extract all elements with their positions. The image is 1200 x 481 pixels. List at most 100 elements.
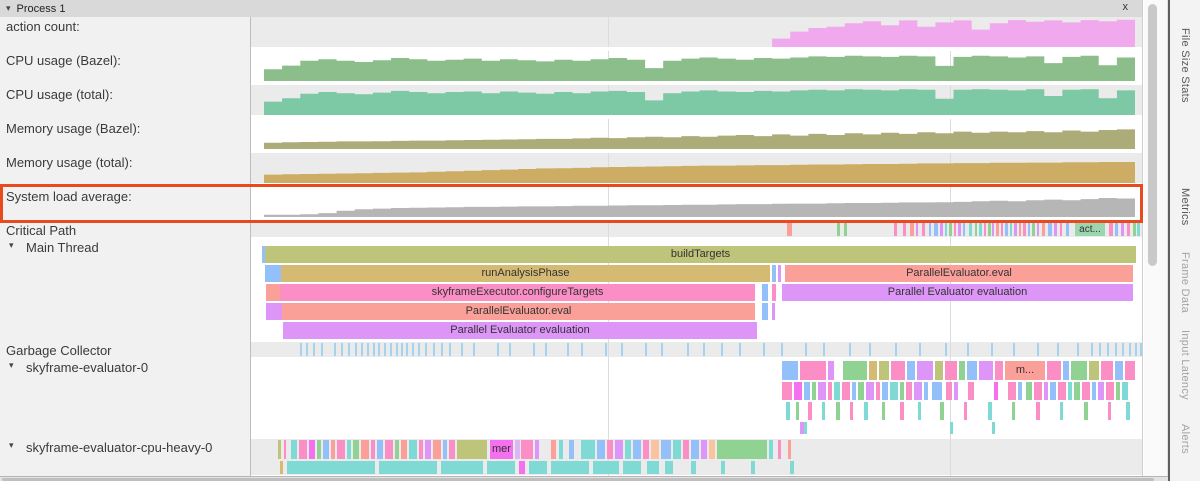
trace-slice[interactable]	[782, 382, 792, 400]
gc-tick[interactable]	[355, 343, 357, 356]
process-header[interactable]: ▾ Process 1 x	[0, 0, 1142, 18]
gc-tick[interactable]	[509, 343, 511, 356]
trace-tick[interactable]	[1137, 223, 1140, 236]
trace-slice[interactable]	[914, 382, 922, 400]
trace-slice[interactable]	[778, 265, 781, 282]
counter-track[interactable]	[251, 51, 1142, 85]
trace-slice[interactable]	[924, 382, 928, 400]
trace-slice[interactable]	[786, 402, 790, 420]
trace-slice[interactable]	[800, 422, 804, 434]
trace-slice[interactable]	[1125, 361, 1135, 380]
trace-slice[interactable]	[265, 265, 281, 282]
trace-slice[interactable]	[1026, 382, 1032, 400]
trace-tick[interactable]	[996, 223, 999, 236]
gc-tick[interactable]	[991, 343, 993, 356]
thread-track-skyframe-evaluator-0[interactable]: m...	[251, 358, 1142, 438]
trace-slice[interactable]	[772, 265, 776, 282]
gc-tick[interactable]	[1122, 343, 1124, 356]
gc-tick[interactable]	[473, 343, 475, 356]
trace-tick[interactable]	[1060, 223, 1062, 236]
gc-tick[interactable]	[449, 343, 451, 356]
counter-track[interactable]	[251, 153, 1142, 187]
trace-slice[interactable]	[551, 461, 589, 474]
trace-slice[interactable]	[1089, 361, 1099, 380]
trace-slice[interactable]	[900, 382, 904, 400]
gc-tick[interactable]	[805, 343, 807, 356]
gc-tick[interactable]	[433, 343, 435, 356]
trace-slice[interactable]: skyframeExecutor.configureTargets	[280, 284, 755, 301]
gc-tick[interactable]	[945, 343, 947, 356]
trace-tick[interactable]	[1023, 223, 1026, 236]
trace-tick[interactable]	[1048, 223, 1052, 236]
trace-slice[interactable]	[401, 440, 407, 459]
trace-slice[interactable]	[906, 382, 912, 400]
trace-slice[interactable]	[954, 382, 958, 400]
trace-tick[interactable]	[1109, 223, 1113, 236]
trace-tick[interactable]	[945, 223, 947, 236]
gc-tick[interactable]	[533, 343, 535, 356]
collapse-arrow-icon[interactable]: ▾	[9, 240, 14, 250]
trace-slice[interactable]	[762, 284, 768, 301]
gc-tick[interactable]	[1115, 343, 1117, 356]
trace-slice[interactable]	[804, 422, 807, 434]
trace-slice[interactable]	[1047, 361, 1061, 380]
trace-slice[interactable]	[1106, 382, 1114, 400]
trace-slice[interactable]	[278, 440, 281, 459]
gc-tick[interactable]	[967, 343, 969, 356]
trace-slice[interactable]	[967, 361, 977, 380]
trace-slice[interactable]	[959, 361, 965, 380]
trace-slice[interactable]	[995, 361, 1003, 380]
trace-slice[interactable]	[804, 382, 810, 400]
gc-tick[interactable]	[367, 343, 369, 356]
trace-slice[interactable]	[651, 440, 659, 459]
trace-slice[interactable]	[979, 361, 993, 380]
gc-tick[interactable]	[341, 343, 343, 356]
trace-slice[interactable]: ParallelEvaluator.eval	[282, 303, 755, 320]
trace-slice[interactable]	[828, 382, 832, 400]
trace-slice[interactable]	[800, 361, 826, 380]
trace-tick[interactable]	[916, 223, 918, 236]
trace-slice[interactable]	[371, 440, 375, 459]
trace-slice[interactable]	[850, 402, 853, 420]
trace-slice[interactable]	[1012, 402, 1015, 420]
gc-tick[interactable]	[1091, 343, 1093, 356]
trace-tick[interactable]	[992, 223, 994, 236]
trace-slice[interactable]	[1082, 382, 1090, 400]
thread-track-main-thread[interactable]: buildTargets runAnalysisPhase ParallelEval…	[251, 238, 1142, 341]
trace-slice[interactable]	[607, 440, 613, 459]
trace-slice[interactable]	[1063, 361, 1069, 380]
trace-slice[interactable]	[1126, 402, 1130, 420]
trace-slice[interactable]	[1101, 361, 1113, 380]
trace-slice[interactable]	[266, 284, 280, 301]
gc-tick[interactable]	[567, 343, 569, 356]
trace-slice[interactable]: Parallel Evaluator evaluation	[283, 322, 757, 339]
side-tab-metrics[interactable]: Metrics	[1179, 188, 1191, 226]
trace-slice[interactable]	[946, 382, 952, 400]
thread-track-skyframe-evaluator-cpu-heavy-0[interactable]: mer	[251, 438, 1142, 476]
trace-tick[interactable]	[903, 223, 906, 236]
gc-tick[interactable]	[895, 343, 897, 356]
trace-slice[interactable]	[433, 440, 441, 459]
trace-slice[interactable]	[968, 382, 974, 400]
trace-slice[interactable]	[280, 461, 283, 474]
trace-slice[interactable]	[287, 461, 375, 474]
trace-slice[interactable]	[441, 461, 483, 474]
trace-slice[interactable]	[317, 440, 321, 459]
trace-slice[interactable]	[1098, 382, 1104, 400]
trace-slice[interactable]	[309, 440, 315, 459]
collapse-arrow-icon[interactable]: ▾	[9, 440, 14, 450]
trace-tick[interactable]	[894, 223, 897, 236]
gc-tick[interactable]	[781, 343, 783, 356]
trace-slice[interactable]: act...	[1075, 223, 1105, 236]
trace-slice[interactable]	[385, 440, 393, 459]
trace-slice[interactable]	[772, 303, 775, 320]
trace-slice[interactable]	[772, 284, 776, 301]
gc-tick[interactable]	[300, 343, 302, 356]
trace-slice[interactable]	[353, 440, 359, 459]
trace-slice[interactable]	[717, 440, 767, 459]
horizontal-scrollbar[interactable]	[0, 476, 1168, 481]
gc-tick[interactable]	[545, 343, 547, 356]
counter-track[interactable]	[251, 17, 1142, 51]
trace-slice[interactable]	[419, 440, 423, 459]
gc-tick[interactable]	[581, 343, 583, 356]
